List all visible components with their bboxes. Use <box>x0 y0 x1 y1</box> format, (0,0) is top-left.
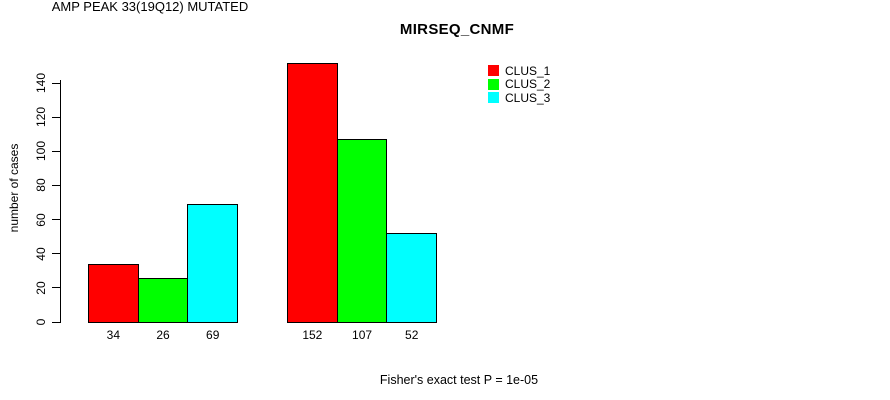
y-tick <box>52 287 60 289</box>
y-tick-label: 120 <box>34 107 48 128</box>
legend-row: CLUS_2 <box>488 78 550 92</box>
legend-swatch-clus_1 <box>488 65 499 77</box>
y-tick <box>52 82 60 84</box>
bar-value-label: 69 <box>206 328 220 342</box>
bar-clus_3-group1 <box>187 204 239 323</box>
y-tick <box>52 116 60 118</box>
legend-row: CLUS_1 <box>488 64 550 78</box>
y-tick-label: 0 <box>34 318 48 326</box>
y-tick-label: 80 <box>34 178 48 193</box>
annotation-text: Fisher's exact test P = 1e-05 <box>379 373 539 387</box>
legend: CLUS_1 CLUS_2 CLUS_3 <box>488 64 550 105</box>
y-tick <box>52 253 60 255</box>
legend-label: CLUS_3 <box>505 90 551 105</box>
y-axis-line <box>60 80 61 323</box>
y-tick <box>52 150 60 152</box>
bar-value-label: 52 <box>405 328 419 342</box>
bar-value-label: 107 <box>352 328 373 342</box>
y-tick-label: 140 <box>34 72 48 94</box>
bar-clus_3-group2 <box>386 233 438 323</box>
legend-label: CLUS_2 <box>505 77 551 92</box>
bar-value-label: 26 <box>156 328 170 342</box>
bar-clus_2-group1 <box>137 277 189 323</box>
bar-value-label: 152 <box>302 328 323 342</box>
y-tick <box>52 321 60 323</box>
y-tick-label: 100 <box>34 141 48 162</box>
bar-value-label: 34 <box>106 328 121 342</box>
bar-clus_2-group2 <box>336 139 388 323</box>
chart-title: MIRSEQ_CNMF <box>399 21 515 38</box>
legend-row: CLUS_3 <box>488 91 550 105</box>
legend-swatch-clus_3 <box>488 92 499 104</box>
y-tick <box>52 219 60 221</box>
y-tick <box>52 184 60 186</box>
bar-clus_1-group2 <box>287 62 338 323</box>
bar-clus_1-group1 <box>88 263 139 323</box>
group-label: AMP PEAK 33(19Q12) MUTATED <box>51 0 249 14</box>
y-axis-title: number of cases <box>7 143 21 233</box>
legend-swatch-clus_2 <box>488 78 499 90</box>
legend-label: CLUS_1 <box>505 63 551 78</box>
y-tick-label: 60 <box>34 212 48 227</box>
